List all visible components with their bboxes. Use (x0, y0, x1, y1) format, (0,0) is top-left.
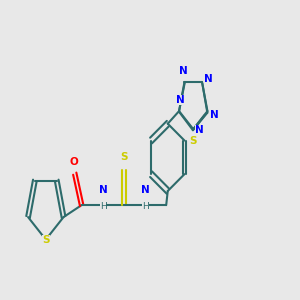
Text: N: N (99, 185, 107, 195)
Text: S: S (190, 136, 197, 146)
Text: N: N (195, 125, 204, 135)
Text: N: N (176, 94, 185, 105)
Text: H: H (100, 202, 106, 211)
Text: S: S (120, 152, 127, 162)
Text: N: N (178, 66, 187, 76)
Text: H: H (142, 202, 149, 211)
Text: N: N (204, 74, 213, 84)
Text: O: O (69, 157, 78, 167)
Text: N: N (210, 110, 219, 120)
Text: S: S (42, 235, 50, 244)
Text: N: N (141, 185, 150, 195)
